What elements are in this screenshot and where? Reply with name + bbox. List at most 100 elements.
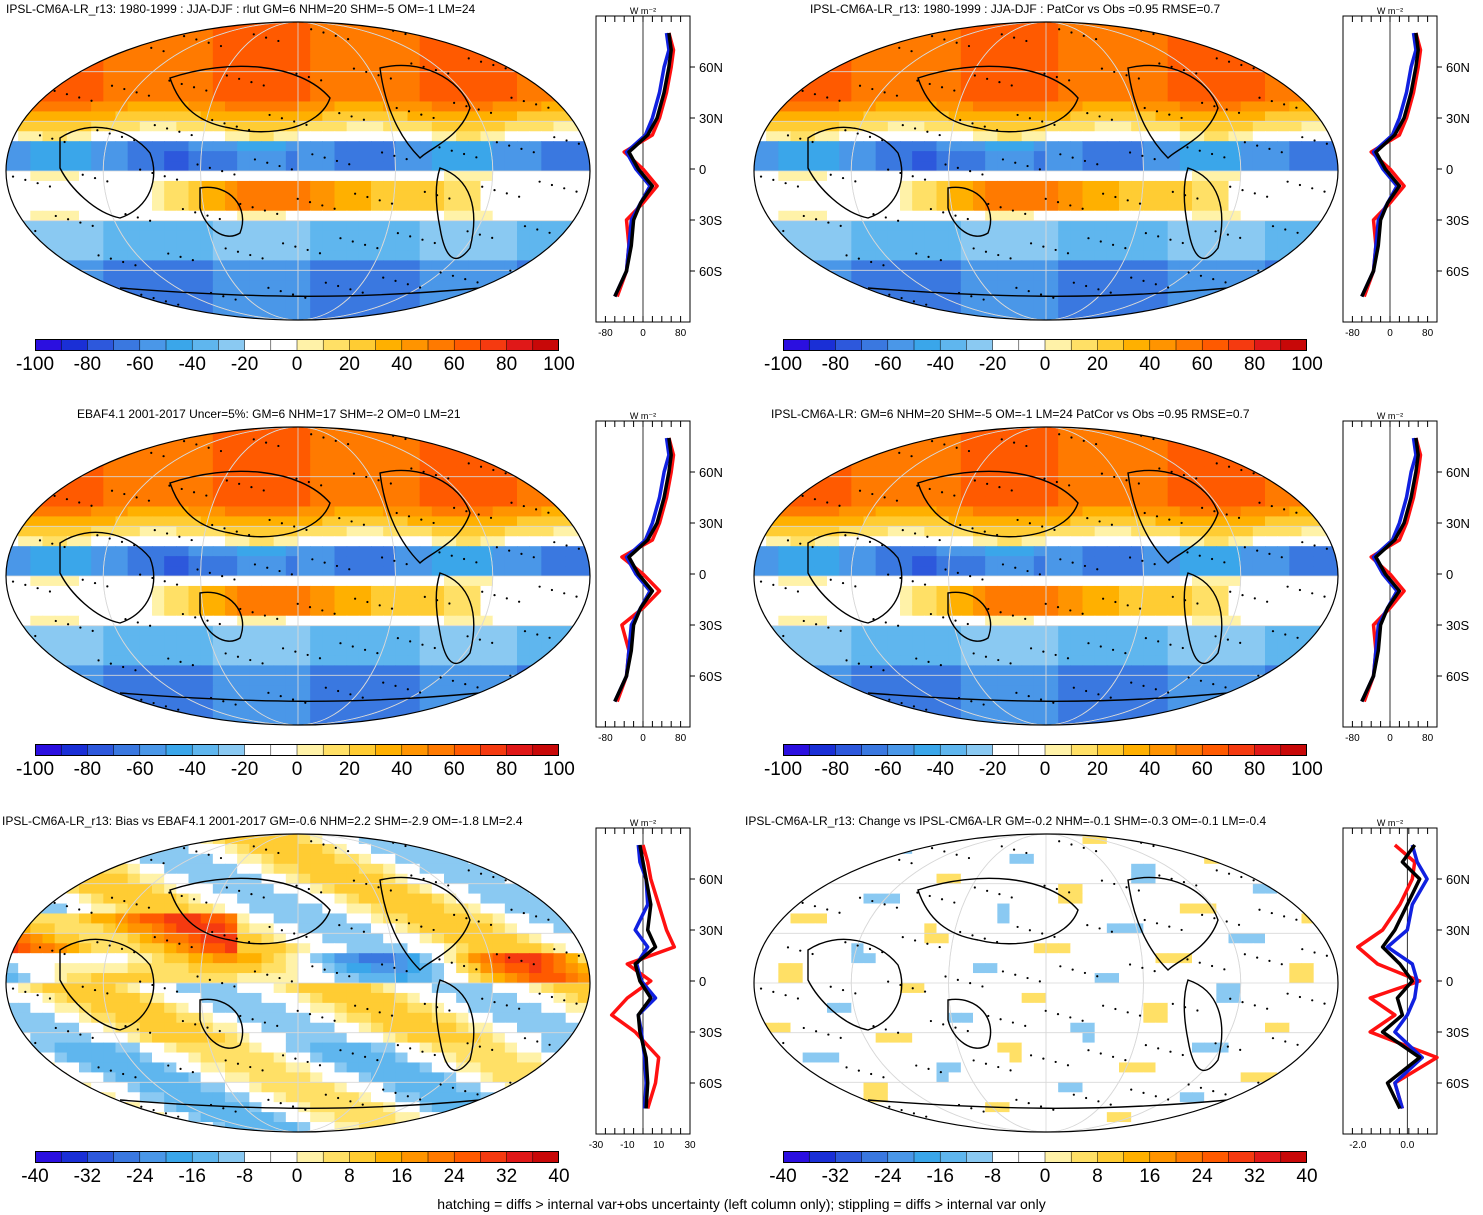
map-cell <box>997 210 1011 222</box>
map-cell <box>924 31 938 43</box>
map-cell <box>91 111 104 122</box>
map-cell <box>310 180 323 192</box>
map-cell <box>431 200 445 212</box>
stipple-dot <box>971 122 974 125</box>
map-cell <box>1289 300 1303 311</box>
map-cell <box>346 22 360 33</box>
map-cell <box>212 101 226 112</box>
map-cell <box>127 715 141 725</box>
map-cell <box>456 310 469 320</box>
map-cell <box>480 71 494 83</box>
map-cell <box>1070 131 1084 142</box>
map-cell <box>1167 151 1181 162</box>
map-cell <box>1082 230 1096 242</box>
map-cell <box>176 576 190 587</box>
map-cell <box>407 131 421 142</box>
map-cell <box>541 476 555 488</box>
map-cell <box>1082 91 1096 103</box>
map-cell <box>42 121 56 132</box>
map-cell <box>480 161 494 172</box>
map-cell <box>1216 300 1230 311</box>
map-cell <box>924 121 938 132</box>
map-cell <box>346 310 360 320</box>
map-cell <box>1240 290 1254 301</box>
map-cell <box>1252 51 1266 63</box>
map-cell <box>225 91 238 103</box>
map-cell <box>1277 151 1290 162</box>
map-cell <box>1192 81 1205 93</box>
map-cell <box>1094 121 1108 132</box>
map-cell <box>517 536 530 547</box>
stipple-dot <box>65 93 69 96</box>
map-cell <box>103 526 117 537</box>
map-cell <box>444 476 457 488</box>
map-cell <box>875 210 889 222</box>
map-cell <box>814 61 828 73</box>
map-cell <box>973 161 986 172</box>
stipple-dot <box>491 236 494 240</box>
map-cell <box>176 675 190 686</box>
map-cell <box>164 675 177 686</box>
map-cell <box>1009 171 1023 182</box>
map-cell <box>973 300 986 311</box>
map-cell <box>444 665 457 676</box>
map-cell <box>492 486 506 498</box>
map-cell <box>1058 210 1071 222</box>
map-cell <box>42 91 56 103</box>
map-cell <box>30 675 44 686</box>
map-cell <box>249 240 263 252</box>
stipple-dot <box>966 217 969 221</box>
map-cell <box>1240 180 1254 192</box>
stipple-dot <box>912 300 916 303</box>
map-cell <box>1228 151 1242 162</box>
map-cell <box>285 310 299 320</box>
map-cell <box>1082 180 1096 192</box>
map-cell <box>851 200 865 212</box>
colorbar <box>35 339 559 351</box>
map-cell <box>273 260 287 271</box>
map-cell <box>6 595 19 607</box>
map-cell <box>468 210 482 222</box>
map-cell <box>383 300 396 311</box>
map-cell <box>115 111 129 122</box>
stipple-dot <box>1295 106 1298 109</box>
map-cell <box>334 61 348 73</box>
map-cell <box>517 715 530 725</box>
map-cell <box>298 71 311 83</box>
map-cell <box>115 230 129 242</box>
map-cell <box>468 151 482 162</box>
map-cell <box>225 250 238 261</box>
map-cell <box>529 310 542 320</box>
map-cell <box>127 81 141 93</box>
map-cell <box>529 427 542 438</box>
map-cell <box>553 210 567 222</box>
colorbar-swatch <box>887 339 915 351</box>
map-cell <box>54 655 68 666</box>
profile-unit-label: W m⁻² <box>630 6 656 16</box>
map-cell <box>249 270 263 281</box>
map-cell <box>839 290 852 301</box>
map-cell <box>261 675 275 686</box>
map-cell <box>456 260 469 271</box>
map-cell <box>492 41 506 53</box>
map-cell <box>346 250 360 261</box>
map-cell <box>103 300 117 311</box>
map-cell <box>468 506 482 517</box>
stipple-dot <box>858 84 862 87</box>
stipple-dot <box>566 264 569 267</box>
map-cell <box>237 456 250 468</box>
map-cell <box>371 625 384 637</box>
stipple-dot <box>1324 315 1327 318</box>
map-cell <box>948 121 962 132</box>
map-cell <box>1265 101 1278 112</box>
map-cell <box>261 61 275 73</box>
map-cell <box>444 230 457 242</box>
map-cell <box>176 476 190 488</box>
map-cell <box>802 300 816 311</box>
map-cell <box>188 51 202 63</box>
map-cell <box>541 210 555 222</box>
stipple-dot <box>277 39 280 43</box>
map-cell <box>997 71 1011 83</box>
map-cell <box>431 141 445 152</box>
map-cell <box>91 476 104 488</box>
